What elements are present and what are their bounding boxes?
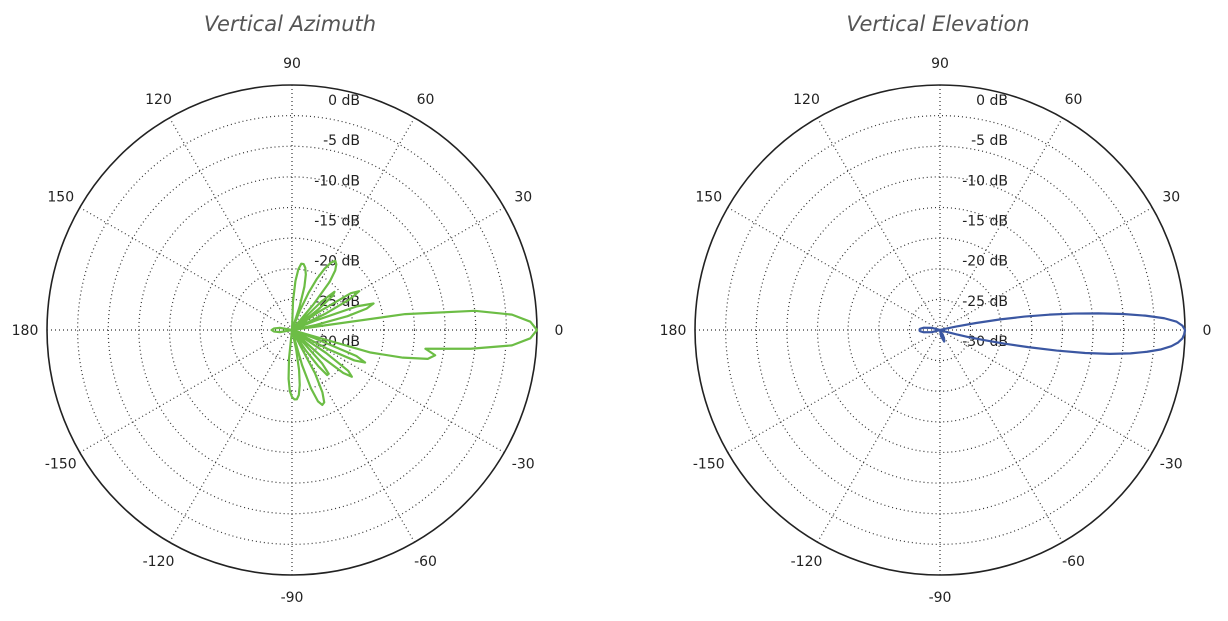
grid-spoke [291,117,416,331]
grid-spoke [79,329,293,454]
grid-ring [199,237,385,423]
grid-spoke [79,206,293,331]
radial-tick-label: -15 dB [314,214,360,230]
grid-ring [107,145,477,515]
polar-chart-vertical-elevation: Vertical Elevation 0 30 60 90 120 150 180 -150 -… [660,12,1212,606]
grid-ring [138,176,446,484]
grid-spoke [816,329,941,543]
chart-title: Vertical Elevation [846,12,1029,36]
grid-spoke [727,329,941,454]
radial-tick-label: 0 dB [328,93,360,109]
pattern-trace [918,312,1187,355]
pattern-trace [270,259,539,407]
grid-spoke [816,117,941,331]
angle-tick-label: 0 [555,323,564,339]
angle-tick-label: -90 [929,590,952,606]
grid-ring [878,268,1002,392]
grid-spoke [291,329,505,454]
grid-spoke [291,329,416,543]
angle-tick-label: 150 [47,190,74,206]
angle-tick-label: 120 [793,92,820,108]
grid-spoke [939,206,1153,331]
radial-tick-label: -20 dB [314,254,360,270]
grid-ring [77,115,507,545]
radial-tick-label: -10 dB [962,173,1008,189]
angle-tick-label: 60 [1065,92,1083,108]
grid-ring [260,298,324,362]
chart-title: Vertical Azimuth [204,12,376,36]
grid-spoke [939,329,1064,543]
radial-tick-label: -20 dB [962,254,1008,270]
angle-tick-label: -30 [1160,457,1183,473]
angle-tick-label: -30 [512,457,535,473]
grid-ring [168,206,416,454]
grid-ring [786,176,1094,484]
grid-ring [755,145,1125,515]
angle-tick-label: 60 [417,92,435,108]
angle-tick-label: -120 [791,554,823,570]
grid-spoke [168,117,293,331]
angle-tick-label: -120 [143,554,175,570]
angle-tick-label: -150 [693,457,725,473]
radial-tick-label: 0 dB [976,93,1008,109]
grid-ring [725,115,1155,545]
angle-tick-label: -150 [45,457,77,473]
radial-tick-label: -15 dB [962,214,1008,230]
radial-tick-label: -5 dB [971,133,1008,149]
angle-tick-label: 90 [283,56,301,72]
angle-tick-label: 150 [695,190,722,206]
grid-spoke [168,329,293,543]
radial-tick-label: -5 dB [323,133,360,149]
angle-tick-label: 120 [145,92,172,108]
radial-tick-label: -10 dB [314,173,360,189]
angle-tick-label: -60 [414,554,437,570]
angle-tick-label: 0 [1203,323,1212,339]
angle-tick-label: 90 [931,56,949,72]
angle-tick-label: 180 [12,323,39,339]
grid-ring [908,298,972,362]
grid-ring [847,237,1033,423]
polar-chart-vertical-azimuth: Vertical Azimuth 0 30 60 90 120 150 180 -150 -12… [12,12,564,606]
radial-tick-label: -25 dB [962,294,1008,310]
angle-tick-label: 180 [660,323,687,339]
grid-spoke [291,206,505,331]
grid-ring [816,206,1064,454]
grid-spoke [727,206,941,331]
grid-spoke [939,329,1153,454]
grid-spoke [939,117,1064,331]
angle-tick-label: -90 [281,590,304,606]
grid-ring [230,268,354,392]
angle-tick-label: -60 [1062,554,1085,570]
angle-tick-label: 30 [514,190,532,206]
angle-tick-label: 30 [1162,190,1180,206]
